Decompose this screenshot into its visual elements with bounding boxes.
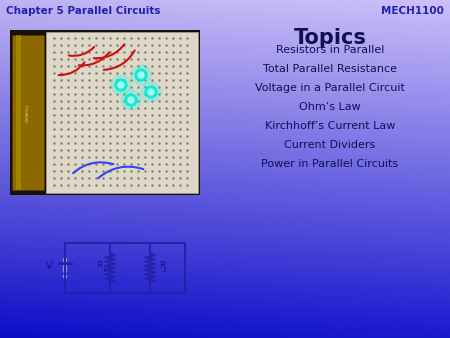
Circle shape: [115, 79, 127, 91]
Text: R: R: [96, 261, 102, 269]
Text: Voltage in a Parallel Circuit: Voltage in a Parallel Circuit: [255, 83, 405, 93]
Circle shape: [138, 72, 144, 78]
Text: Power in Parallel Circuits: Power in Parallel Circuits: [261, 159, 399, 169]
Text: R: R: [159, 261, 165, 269]
Text: Ohm’s Law: Ohm’s Law: [299, 102, 361, 112]
Text: Resistors in Parallel: Resistors in Parallel: [276, 45, 384, 55]
Text: Kirchhoff’s Current Law: Kirchhoff’s Current Law: [265, 121, 395, 131]
Bar: [16, 35, 21, 190]
Circle shape: [121, 90, 141, 110]
Text: DURACELL: DURACELL: [26, 104, 30, 122]
Text: 1: 1: [103, 268, 106, 273]
Text: MECH1100: MECH1100: [381, 6, 444, 16]
Circle shape: [131, 65, 151, 85]
Bar: [12, 35, 44, 190]
Circle shape: [125, 94, 137, 106]
Circle shape: [148, 89, 154, 95]
Text: Chapter 5 Parallel Circuits: Chapter 5 Parallel Circuits: [6, 6, 161, 16]
Circle shape: [135, 69, 147, 81]
Bar: [10, 30, 200, 195]
Circle shape: [111, 75, 131, 95]
Text: 2: 2: [163, 268, 166, 273]
Text: Current Dividers: Current Dividers: [284, 140, 376, 150]
Text: Total Parallel Resistance: Total Parallel Resistance: [263, 64, 397, 74]
Bar: [46, 32, 198, 193]
Circle shape: [145, 86, 157, 98]
Circle shape: [128, 97, 134, 103]
Text: Topics: Topics: [293, 28, 366, 48]
Circle shape: [141, 82, 161, 102]
Circle shape: [118, 82, 124, 88]
Text: V: V: [46, 261, 53, 271]
